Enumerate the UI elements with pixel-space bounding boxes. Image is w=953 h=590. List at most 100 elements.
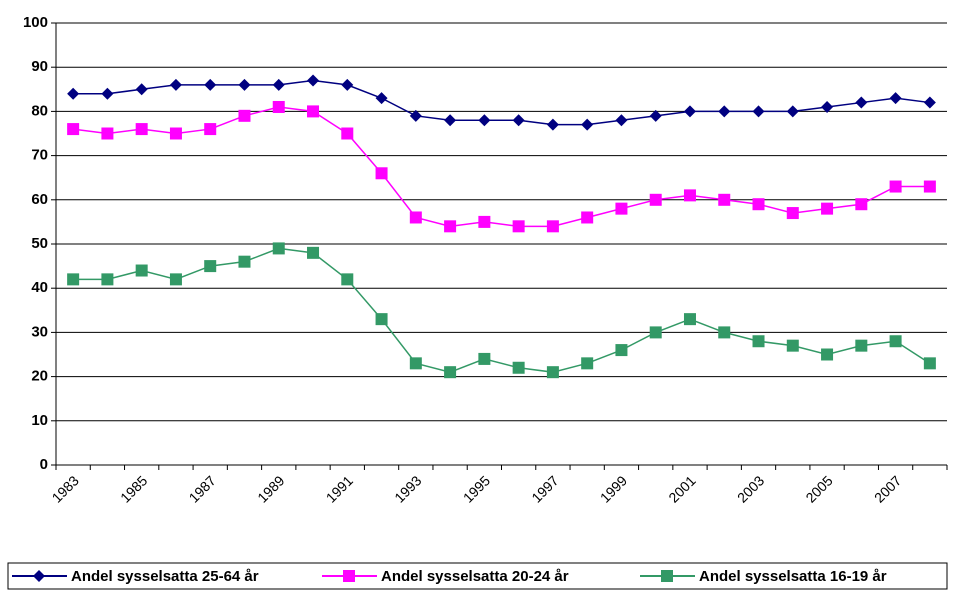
data-point	[375, 313, 388, 326]
data-point	[615, 114, 628, 127]
legend-item: Andel sysselsatta 25-64 år	[12, 568, 259, 585]
data-point	[444, 114, 457, 127]
data-point	[135, 123, 148, 136]
legend-swatch-marker	[33, 570, 45, 582]
data-point	[341, 127, 354, 140]
data-point	[923, 96, 936, 109]
legend-item: Andel sysselsatta 20-24 år	[322, 568, 569, 585]
data-point	[307, 246, 320, 259]
data-point	[409, 211, 422, 224]
y-tick-label: 60	[31, 191, 48, 208]
y-tick-label: 20	[31, 368, 48, 385]
data-point	[889, 92, 902, 105]
data-point	[752, 335, 765, 348]
y-tick-label: 50	[31, 235, 48, 252]
data-point	[649, 326, 662, 339]
data-point	[649, 193, 662, 206]
y-tick-label: 100	[23, 14, 48, 31]
data-point	[546, 220, 559, 233]
data-point	[718, 326, 731, 339]
data-point	[683, 189, 696, 202]
data-point	[718, 193, 731, 206]
data-point	[169, 127, 182, 140]
data-point	[135, 264, 148, 277]
legend-label: Andel sysselsatta 16-19 år	[699, 568, 887, 585]
data-point	[204, 78, 217, 91]
data-point	[375, 167, 388, 180]
data-point	[649, 109, 662, 122]
legend-item: Andel sysselsatta 16-19 år	[640, 568, 887, 585]
data-point	[272, 100, 285, 113]
data-point	[821, 348, 834, 361]
data-point	[169, 273, 182, 286]
y-tick-label: 0	[40, 456, 48, 473]
data-point	[478, 215, 491, 228]
data-point	[752, 198, 765, 211]
data-point	[135, 83, 148, 96]
data-point	[512, 361, 525, 374]
data-point	[855, 96, 868, 109]
y-tick-label: 40	[31, 279, 48, 296]
data-point	[478, 352, 491, 365]
data-point	[375, 92, 388, 105]
data-point	[341, 273, 354, 286]
y-tick-label: 90	[31, 58, 48, 75]
data-point	[923, 180, 936, 193]
data-point	[821, 202, 834, 215]
data-point	[101, 273, 114, 286]
legend-swatch-marker	[661, 570, 673, 582]
data-point	[307, 74, 320, 87]
data-point	[341, 78, 354, 91]
data-point	[855, 339, 868, 352]
data-point	[512, 220, 525, 233]
legend-swatch-marker	[343, 570, 355, 582]
data-point	[786, 339, 799, 352]
y-tick-label: 80	[31, 102, 48, 119]
y-tick-label: 70	[31, 147, 48, 164]
data-point	[169, 78, 182, 91]
legend-box	[7, 562, 948, 590]
data-point	[923, 357, 936, 370]
legend-label: Andel sysselsatta 20-24 år	[381, 568, 569, 585]
data-point	[409, 109, 422, 122]
y-tick-label: 10	[31, 412, 48, 429]
data-point	[855, 198, 868, 211]
data-point	[889, 335, 902, 348]
data-point	[238, 109, 251, 122]
data-point	[307, 105, 320, 118]
data-point	[409, 357, 422, 370]
data-point	[615, 344, 628, 357]
data-point	[581, 357, 594, 370]
legend-label: Andel sysselsatta 25-64 år	[71, 568, 259, 585]
data-point	[786, 207, 799, 220]
data-point	[683, 105, 696, 118]
data-point	[546, 366, 559, 379]
data-point	[444, 220, 457, 233]
data-point	[786, 105, 799, 118]
data-point	[821, 100, 834, 113]
data-point	[444, 366, 457, 379]
data-point	[101, 87, 114, 100]
data-point	[581, 118, 594, 131]
data-point	[581, 211, 594, 224]
data-point	[718, 105, 731, 118]
data-point	[683, 313, 696, 326]
data-point	[478, 114, 491, 127]
data-point	[238, 78, 251, 91]
data-point	[67, 123, 80, 136]
data-point	[238, 255, 251, 268]
data-point	[272, 78, 285, 91]
data-point	[67, 87, 80, 100]
data-point	[889, 180, 902, 193]
data-point	[67, 273, 80, 286]
data-point	[512, 114, 525, 127]
data-point	[546, 118, 559, 131]
data-point	[615, 202, 628, 215]
data-point	[101, 127, 114, 140]
data-point	[204, 260, 217, 273]
y-tick-label: 30	[31, 323, 48, 340]
data-point	[272, 242, 285, 255]
data-point	[752, 105, 765, 118]
